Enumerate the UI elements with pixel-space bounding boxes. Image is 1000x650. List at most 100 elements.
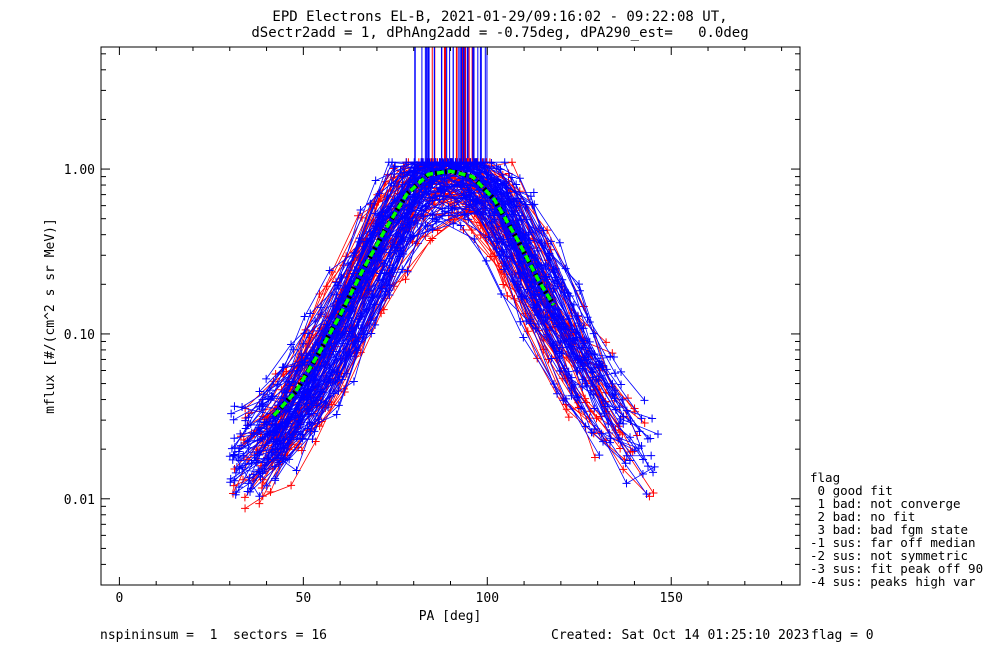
flux-point <box>642 489 651 498</box>
flux-point <box>558 349 567 358</box>
flux-point <box>262 424 271 433</box>
flux-point <box>380 259 389 268</box>
flux-point <box>456 221 465 230</box>
flux-point <box>522 200 531 209</box>
flux-point <box>273 454 282 463</box>
flux-point <box>459 158 468 167</box>
flux-point <box>490 252 499 261</box>
flux-point <box>622 479 631 488</box>
flux-point <box>229 481 238 490</box>
flux-point <box>278 363 287 372</box>
flux-point <box>381 212 390 221</box>
flux-point <box>332 290 341 299</box>
flux-point <box>388 158 397 167</box>
flux-point <box>644 462 653 471</box>
flux-point <box>247 484 256 493</box>
flux-point <box>585 337 594 346</box>
flux-point <box>241 504 250 513</box>
legend-item: -3 sus: fit peak off 90 <box>810 561 984 576</box>
footer-settings: nspininsum = 1 sectors = 16 <box>100 628 327 643</box>
flux-point <box>311 317 320 326</box>
flux-point <box>501 200 510 209</box>
flux-point <box>413 219 422 228</box>
flux-point <box>306 353 315 362</box>
flux-point <box>616 414 625 423</box>
flux-point <box>234 447 243 456</box>
flux-point <box>529 188 538 197</box>
flux-point <box>649 468 658 477</box>
flux-point <box>649 488 658 497</box>
flux-point <box>515 268 524 277</box>
flux-point <box>516 317 525 326</box>
flux-point <box>262 374 271 383</box>
flux-point <box>301 395 310 404</box>
flux-point <box>555 238 564 247</box>
flux-point <box>501 261 510 270</box>
flux-point <box>516 197 525 206</box>
flux-trace <box>266 207 554 487</box>
flux-point <box>244 479 253 488</box>
flux-point <box>230 434 239 443</box>
flux-point <box>367 329 376 338</box>
flux-point <box>517 215 526 224</box>
flux-point <box>285 455 294 464</box>
flux-trace <box>257 195 558 471</box>
flux-point <box>617 380 626 389</box>
flux-point <box>371 176 380 185</box>
flux-point <box>507 158 516 167</box>
flux-point <box>329 389 338 398</box>
flux-point <box>275 421 284 430</box>
flux-point <box>337 294 346 303</box>
flux-point <box>575 280 584 289</box>
flux-point <box>487 159 496 168</box>
flux-point <box>403 267 412 276</box>
flux-point <box>467 226 476 235</box>
flux-point <box>492 244 501 253</box>
flux-point <box>545 249 554 258</box>
flux-point <box>362 237 371 246</box>
flux-point <box>431 191 440 200</box>
flux-point <box>463 162 472 171</box>
flux-point <box>243 437 252 446</box>
flux-point <box>571 380 580 389</box>
flux-point <box>519 333 528 342</box>
flux-point <box>518 229 527 238</box>
flux-point <box>371 209 380 218</box>
flux-point <box>526 319 535 328</box>
flux-point <box>517 293 526 302</box>
flux-point <box>588 373 597 382</box>
flux-point <box>542 273 551 282</box>
flux-point <box>349 249 358 258</box>
flux-point <box>292 466 301 475</box>
flux-point <box>317 310 326 319</box>
flux-point <box>530 200 539 209</box>
flux-point <box>411 190 420 199</box>
flux-point <box>595 451 604 460</box>
flux-point <box>389 181 398 190</box>
flux-point <box>619 465 628 474</box>
flux-point <box>398 172 407 181</box>
flux-point <box>425 158 434 167</box>
flux-point <box>615 419 624 428</box>
flux-point <box>626 433 635 442</box>
flux-point <box>611 369 620 378</box>
flux-point <box>464 215 473 224</box>
flux-point <box>549 380 558 389</box>
flux-point <box>630 446 639 455</box>
y-tick-label: 0.01 <box>64 493 95 508</box>
flux-trace <box>255 191 655 484</box>
flux-point <box>226 478 235 487</box>
flux-point <box>637 441 646 450</box>
flux-point <box>375 211 384 220</box>
flux-point <box>606 438 615 447</box>
flux-point <box>470 234 479 243</box>
flux-point <box>621 459 630 468</box>
flux-point <box>245 473 254 482</box>
flux-point <box>306 309 315 318</box>
flux-point <box>492 175 501 184</box>
flux-point <box>349 377 358 386</box>
flux-point <box>289 378 298 387</box>
flux-point <box>650 462 659 471</box>
flux-point <box>547 354 556 363</box>
